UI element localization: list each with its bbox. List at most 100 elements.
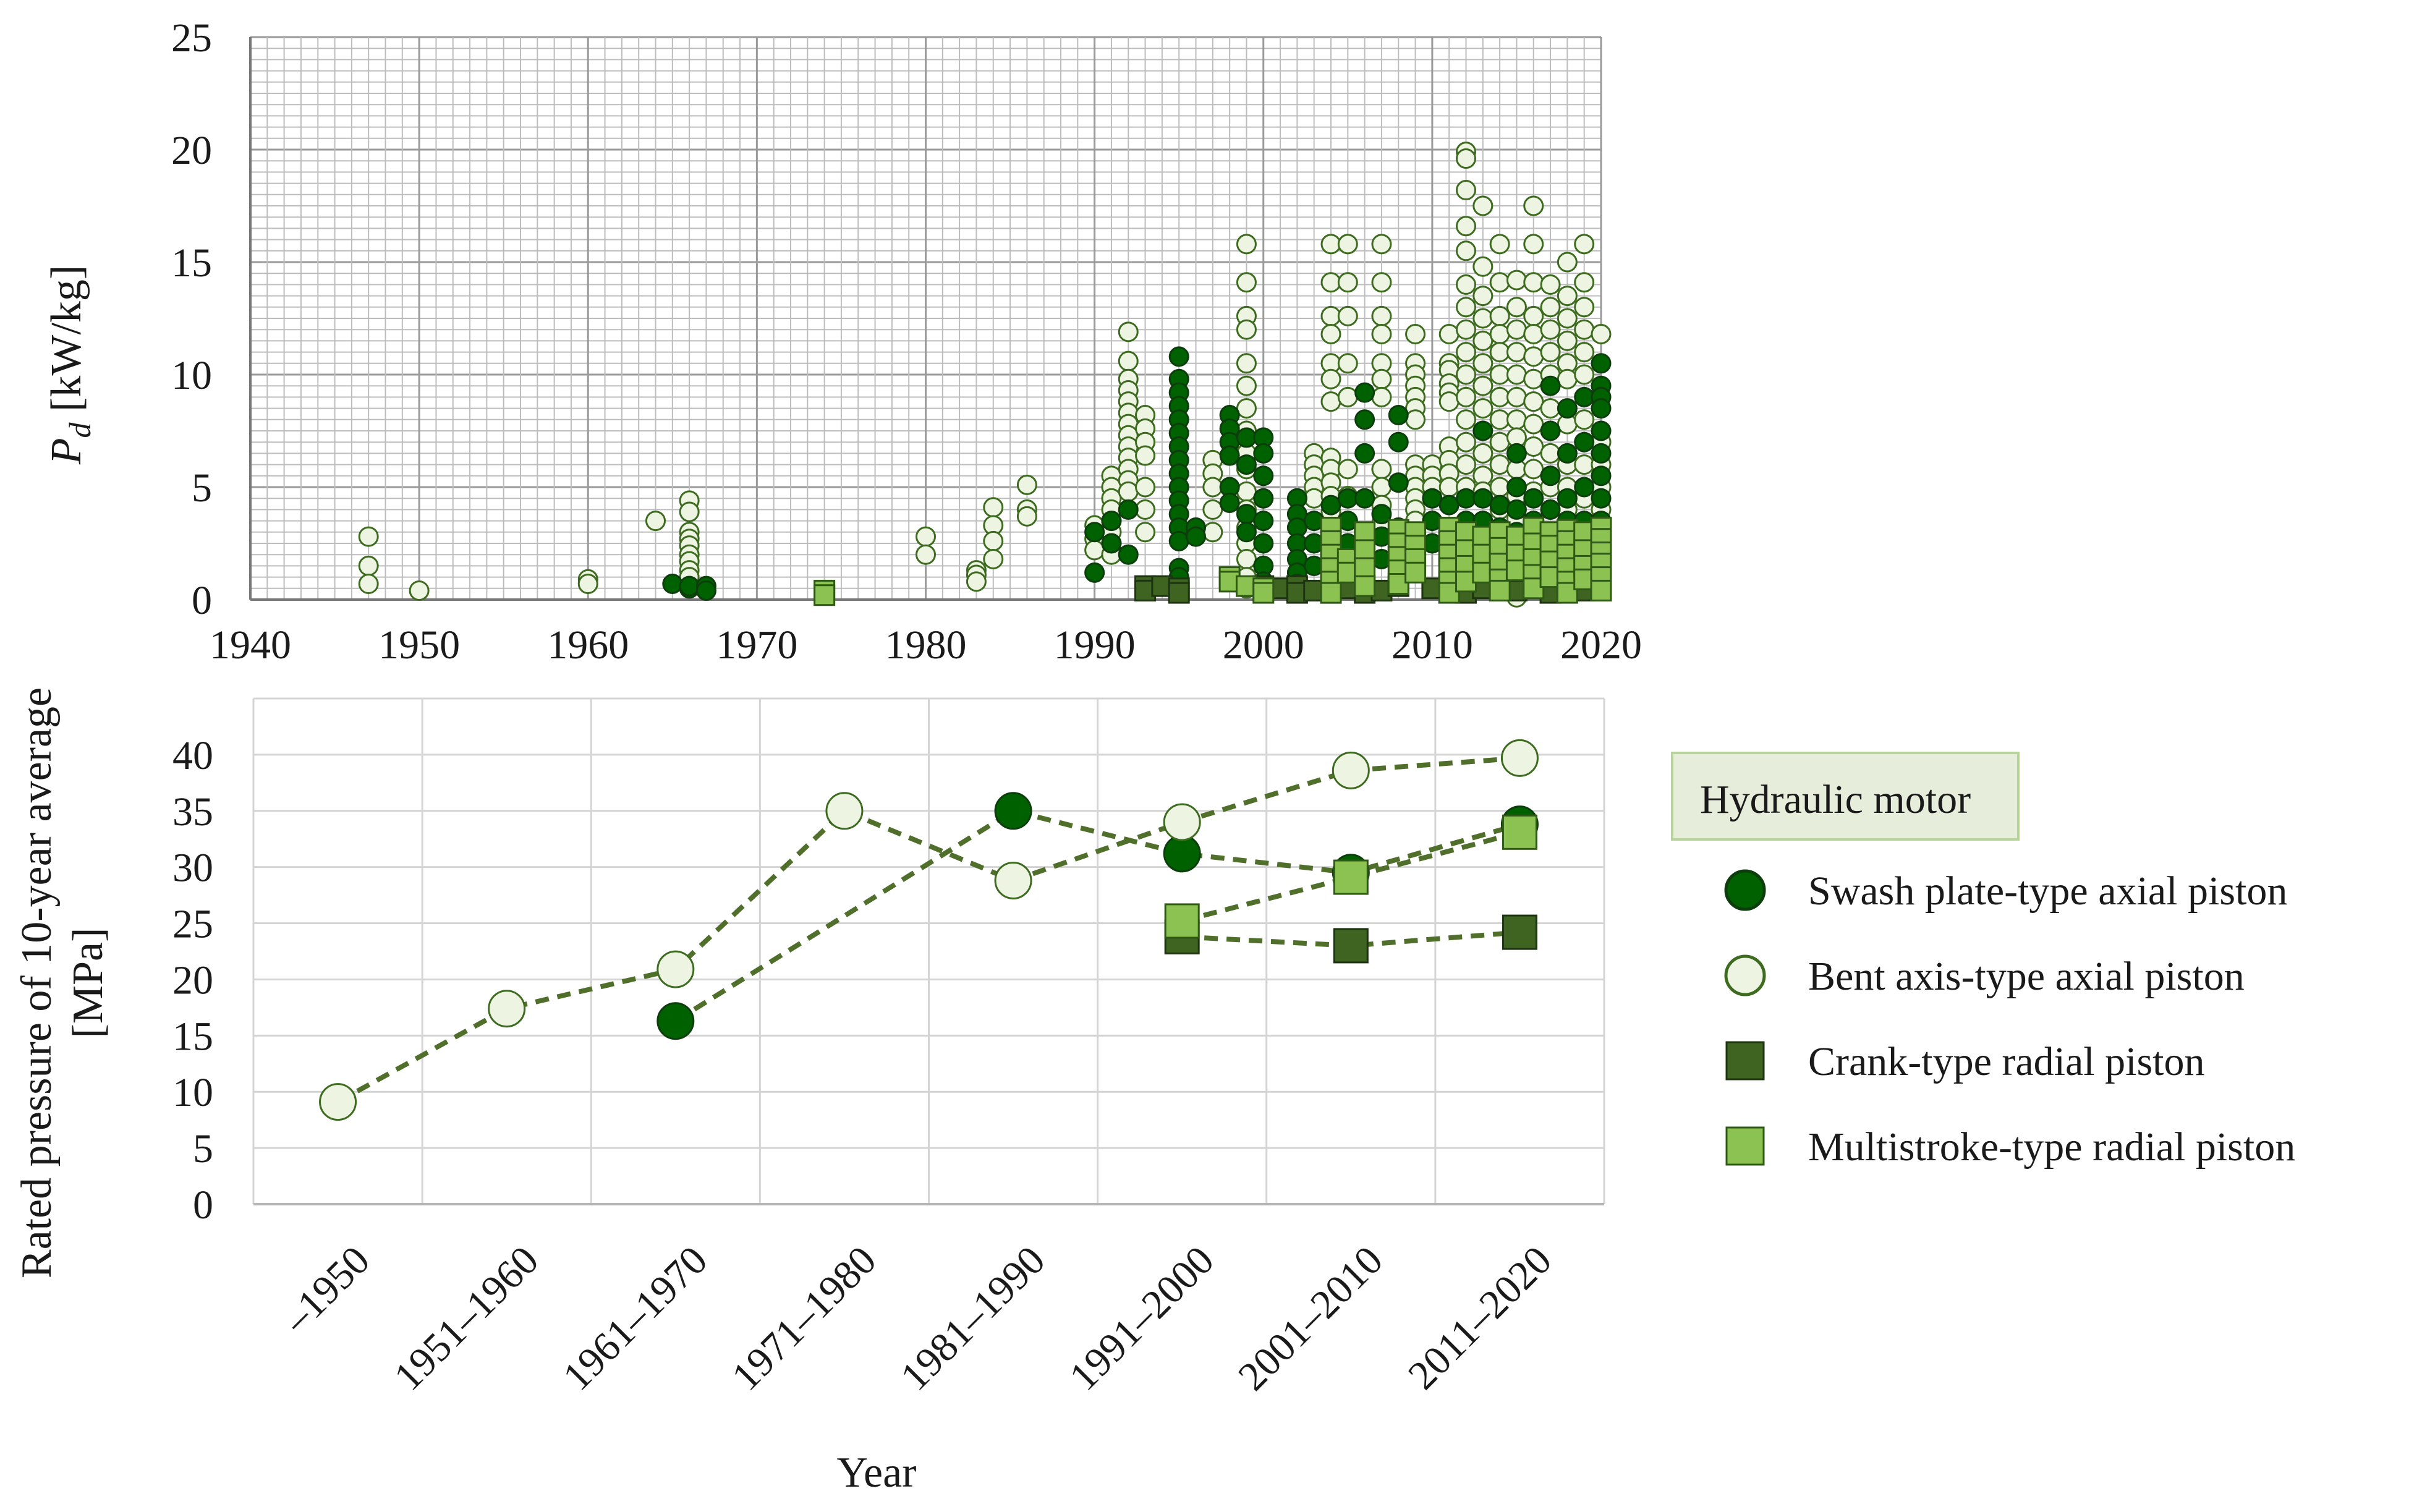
- pd-point-bent: [1523, 436, 1544, 457]
- pressure-y-axis-unit: [MPa]: [64, 928, 112, 1038]
- pd-point-bent: [1135, 499, 1156, 520]
- pd-point-bent: [1506, 342, 1527, 363]
- pd-point-bent: [1337, 234, 1358, 255]
- pressure-marker-bent: [1332, 751, 1370, 789]
- pd-point-bent: [1371, 386, 1392, 407]
- pd-point-bent: [1472, 398, 1494, 419]
- legend-items: Swash plate-type axial piston Bent axis-t…: [1724, 869, 2295, 1170]
- pd-point-bent: [1574, 272, 1595, 293]
- pressure-category-label: 2011–2020: [1400, 1238, 1560, 1398]
- pd-point-bent: [1236, 481, 1257, 502]
- pd-point-bent: [1506, 270, 1527, 291]
- pd-point-swash: [1489, 495, 1510, 516]
- pd-point-bent: [1456, 454, 1476, 475]
- pd-point-swash: [1084, 522, 1105, 543]
- pd-point-bent: [1371, 305, 1392, 326]
- pd-point-multi: [1404, 561, 1427, 584]
- pd-point-bent: [1456, 240, 1476, 261]
- pd-y-axis-title: Pd [kW/kg]: [43, 265, 97, 465]
- pd-y-tick-label: 0: [192, 578, 212, 623]
- legend-label-multi: Multistroke-type radial piston: [1808, 1124, 2295, 1170]
- pd-point-swash: [1118, 499, 1139, 520]
- pd-point-bent: [1118, 350, 1139, 372]
- pd-y-tick-label: 25: [171, 15, 212, 61]
- pd-point-swash: [1591, 443, 1612, 464]
- pd-point-swash: [1388, 472, 1409, 493]
- pd-point-swash: [1388, 405, 1409, 426]
- pd-point-bent: [1371, 477, 1392, 498]
- pd-point-bent: [1472, 330, 1494, 351]
- pd-point-bent: [1456, 180, 1476, 201]
- pd-point-multi: [1320, 582, 1342, 604]
- legend: Hydraulic motor Swash plate-type axial p…: [1671, 752, 2295, 1170]
- pd-point-bent: [1456, 274, 1476, 295]
- pd-point-multi: [1354, 521, 1376, 543]
- pd-point-swash: [1253, 443, 1274, 464]
- pd-point-swash: [1101, 511, 1122, 532]
- pd-point-bent: [1236, 398, 1257, 419]
- pd-point-swash: [1253, 511, 1274, 532]
- pd-point-bent: [1456, 319, 1476, 340]
- pd-point-swash: [1591, 420, 1612, 441]
- pd-x-tick-label: 2000: [1223, 622, 1304, 668]
- pd-point-swash: [1253, 533, 1274, 554]
- pressure-marker-bent: [656, 950, 695, 988]
- pd-point-bent: [1472, 443, 1494, 464]
- pd-point-bent: [1540, 297, 1561, 318]
- pd-point-swash: [1354, 382, 1375, 403]
- pd-point-swash: [1438, 495, 1460, 516]
- pd-point-swash: [1388, 431, 1409, 452]
- pd-y-tick-label: 20: [171, 128, 212, 173]
- pd-point-bent: [1557, 252, 1578, 273]
- pd-x-tick-label: 1940: [210, 622, 291, 668]
- pd-point-bent: [1135, 522, 1156, 543]
- pd-point-bent: [645, 511, 666, 532]
- pd-point-swash: [1253, 488, 1274, 509]
- pd-point-bent: [1472, 195, 1494, 216]
- pressure-category-label: –1950: [274, 1238, 378, 1342]
- pressure-category-label: 2001–2010: [1230, 1238, 1392, 1399]
- pd-point-bent: [1557, 368, 1578, 389]
- pd-point-bent: [1371, 234, 1392, 255]
- pd-point-bent: [1557, 330, 1578, 351]
- pd-point-swash: [1354, 488, 1375, 509]
- pd-point-bent: [409, 580, 430, 601]
- pd-point-bent: [1320, 234, 1341, 255]
- pd-point-swash: [1354, 409, 1375, 430]
- pd-point-bent: [1472, 308, 1494, 329]
- pd-y-tick-label: 5: [192, 465, 212, 511]
- pressure-line-multi: [1181, 830, 1521, 924]
- pd-x-tick-label: 1970: [716, 622, 797, 668]
- pressure-marker-multi: [1502, 814, 1537, 850]
- pd-point-bent: [1489, 364, 1510, 385]
- pd-point-bent: [1540, 319, 1561, 340]
- pd-y-tick-label: 15: [171, 240, 212, 286]
- legend-label-crank: Crank-type radial piston: [1808, 1039, 2205, 1084]
- pd-point-bent: [1472, 353, 1494, 374]
- pd-point-bent: [1472, 286, 1494, 307]
- pressure-category-label: 1961–1970: [555, 1238, 716, 1399]
- pd-point-bent: [1489, 431, 1510, 452]
- pd-point-bent: [1236, 548, 1257, 569]
- pd-point-bent: [1574, 364, 1595, 385]
- pd-x-tick-label: 1960: [547, 622, 629, 668]
- pd-point-bent: [916, 526, 936, 547]
- pd-y-axis-subscript: d: [62, 422, 97, 438]
- pd-point-swash: [1101, 533, 1122, 554]
- pressure-marker-crank: [1333, 928, 1369, 964]
- pd-x-tick-label: 1980: [885, 622, 967, 668]
- pd-point-swash: [1337, 488, 1358, 509]
- pd-point-swash: [1084, 562, 1105, 583]
- pd-point-swash: [1456, 488, 1476, 509]
- pd-point-swash: [1557, 488, 1578, 509]
- legend-label-bent: Bent axis-type axial piston: [1808, 954, 2245, 999]
- pd-point-bent: [1523, 234, 1544, 255]
- pd-point-bent: [1574, 297, 1595, 318]
- pd-point-bent: [1472, 256, 1494, 277]
- pd-x-tick-label: 1990: [1054, 622, 1136, 668]
- pd-point-bent: [1016, 506, 1037, 527]
- pd-y-axis-unit: [kW/kg]: [43, 265, 90, 423]
- pd-point-bent: [1456, 409, 1476, 430]
